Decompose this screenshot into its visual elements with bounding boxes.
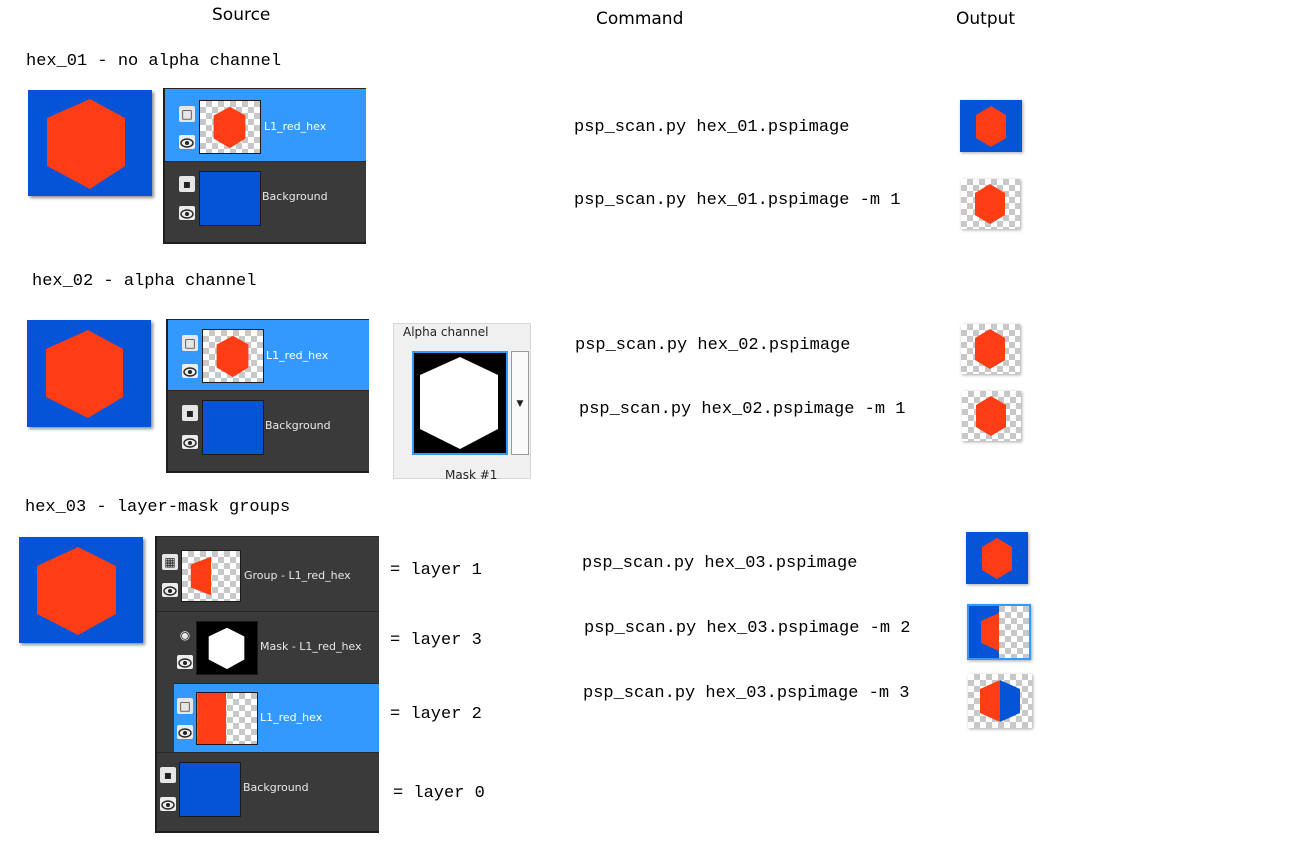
eye-icon[interactable]	[177, 725, 193, 739]
group-layer-icon: ▦	[162, 554, 178, 570]
layer-thumbnail	[179, 762, 241, 817]
output-thumbnail	[961, 324, 1020, 374]
section-title-hex-01: hex_01 - no alpha channel	[26, 52, 282, 71]
source-column-header: Source	[212, 5, 271, 25]
output-thumbnail	[961, 179, 1020, 229]
layer-row-group[interactable]: ▦ Group - L1_red_hex	[157, 536, 379, 611]
layer-thumbnail	[199, 171, 261, 226]
layer-label: Background	[262, 190, 328, 203]
eye-icon[interactable]	[160, 797, 176, 811]
layer-thumbnail	[199, 100, 261, 154]
layer-label: Group - L1_red_hex	[244, 569, 351, 582]
background-layer-icon: ▪	[160, 767, 176, 783]
layer-row-l1-red-hex[interactable]: □ L1_red_hex	[165, 88, 366, 161]
eye-icon[interactable]	[177, 655, 193, 669]
layer-label: Background	[243, 781, 309, 794]
layer-row-l1-red-hex[interactable]: □ L1_red_hex	[174, 683, 379, 752]
layer-thumbnail	[181, 550, 241, 602]
hexagon-shape	[37, 547, 116, 635]
layer-label: Mask - L1_red_hex	[260, 640, 362, 653]
output-thumbnail	[967, 604, 1031, 660]
eye-icon[interactable]	[179, 135, 195, 149]
alpha-channel-title: Alpha channel	[403, 325, 489, 339]
layer-row-background[interactable]: ▪ Background	[157, 752, 379, 831]
output-thumbnail	[960, 100, 1022, 152]
command-column-header: Command	[596, 9, 684, 29]
layer-index-label: = layer 2	[390, 705, 482, 724]
alpha-mask-caption: Mask #1	[445, 468, 498, 482]
command-text: psp_scan.py hex_03.pspimage	[582, 554, 858, 573]
background-layer-icon: ▪	[179, 176, 195, 192]
section-title-hex-02: hex_02 - alpha channel	[32, 272, 257, 291]
raster-layer-icon: □	[179, 106, 195, 122]
layer-thumbnail	[202, 400, 264, 455]
layers-panel-hex-02: □ L1_red_hex ▪ Background	[166, 319, 369, 473]
layer-row-l1-red-hex[interactable]: □ L1_red_hex	[168, 319, 369, 390]
mask-layer-icon: ◉	[179, 628, 191, 642]
layer-row-background[interactable]: ▪ Background	[168, 390, 369, 471]
source-preview-hex-01	[28, 90, 152, 196]
layers-panel-hex-01: □ L1_red_hex ▪ Background	[163, 88, 366, 244]
source-preview-hex-03	[19, 537, 143, 643]
eye-icon[interactable]	[162, 583, 178, 597]
layer-thumbnail	[196, 621, 258, 675]
raster-layer-icon: □	[177, 698, 193, 714]
output-column-header: Output	[956, 9, 1016, 29]
layer-label: L1_red_hex	[260, 711, 323, 724]
output-thumbnail	[966, 532, 1028, 584]
command-text: psp_scan.py hex_02.pspimage -m 1	[579, 400, 906, 419]
layer-row-background[interactable]: ▪ Background	[165, 161, 366, 242]
command-text: psp_scan.py hex_03.pspimage -m 3	[583, 684, 910, 703]
command-text: psp_scan.py hex_01.pspimage -m 1	[574, 191, 901, 210]
layer-index-label: = layer 3	[390, 631, 482, 650]
layers-panel-hex-03: ▦ Group - L1_red_hex ◉ Mask - L1_red_hex…	[155, 536, 379, 833]
layer-label: L1_red_hex	[266, 349, 329, 362]
alpha-mask-thumbnail[interactable]	[412, 351, 508, 455]
layer-row-mask[interactable]: ◉ Mask - L1_red_hex	[157, 611, 379, 683]
command-text: psp_scan.py hex_03.pspimage -m 2	[584, 619, 911, 638]
source-preview-hex-02	[27, 320, 151, 427]
chevron-down-icon[interactable]: ▼	[511, 351, 529, 455]
eye-icon[interactable]	[182, 435, 198, 449]
eye-icon[interactable]	[182, 364, 198, 378]
command-text: psp_scan.py hex_02.pspimage	[575, 336, 851, 355]
section-title-hex-03: hex_03 - layer-mask groups	[25, 498, 291, 517]
hexagon-shape	[46, 330, 123, 418]
layer-index-label: = layer 1	[390, 561, 482, 580]
eye-icon[interactable]	[179, 206, 195, 220]
output-thumbnail	[968, 674, 1032, 728]
layer-thumbnail	[196, 692, 258, 745]
layer-label: L1_red_hex	[264, 120, 327, 133]
alpha-channel-panel: Alpha channel ▼ Mask #1	[393, 323, 531, 482]
command-text: psp_scan.py hex_01.pspimage	[574, 118, 850, 137]
output-thumbnail	[962, 391, 1021, 441]
raster-layer-icon: □	[182, 335, 198, 351]
background-layer-icon: ▪	[182, 405, 198, 421]
layer-label: Background	[265, 419, 331, 432]
layer-index-label: = layer 0	[393, 784, 485, 803]
hexagon-shape	[47, 99, 125, 189]
layer-thumbnail	[202, 329, 264, 383]
